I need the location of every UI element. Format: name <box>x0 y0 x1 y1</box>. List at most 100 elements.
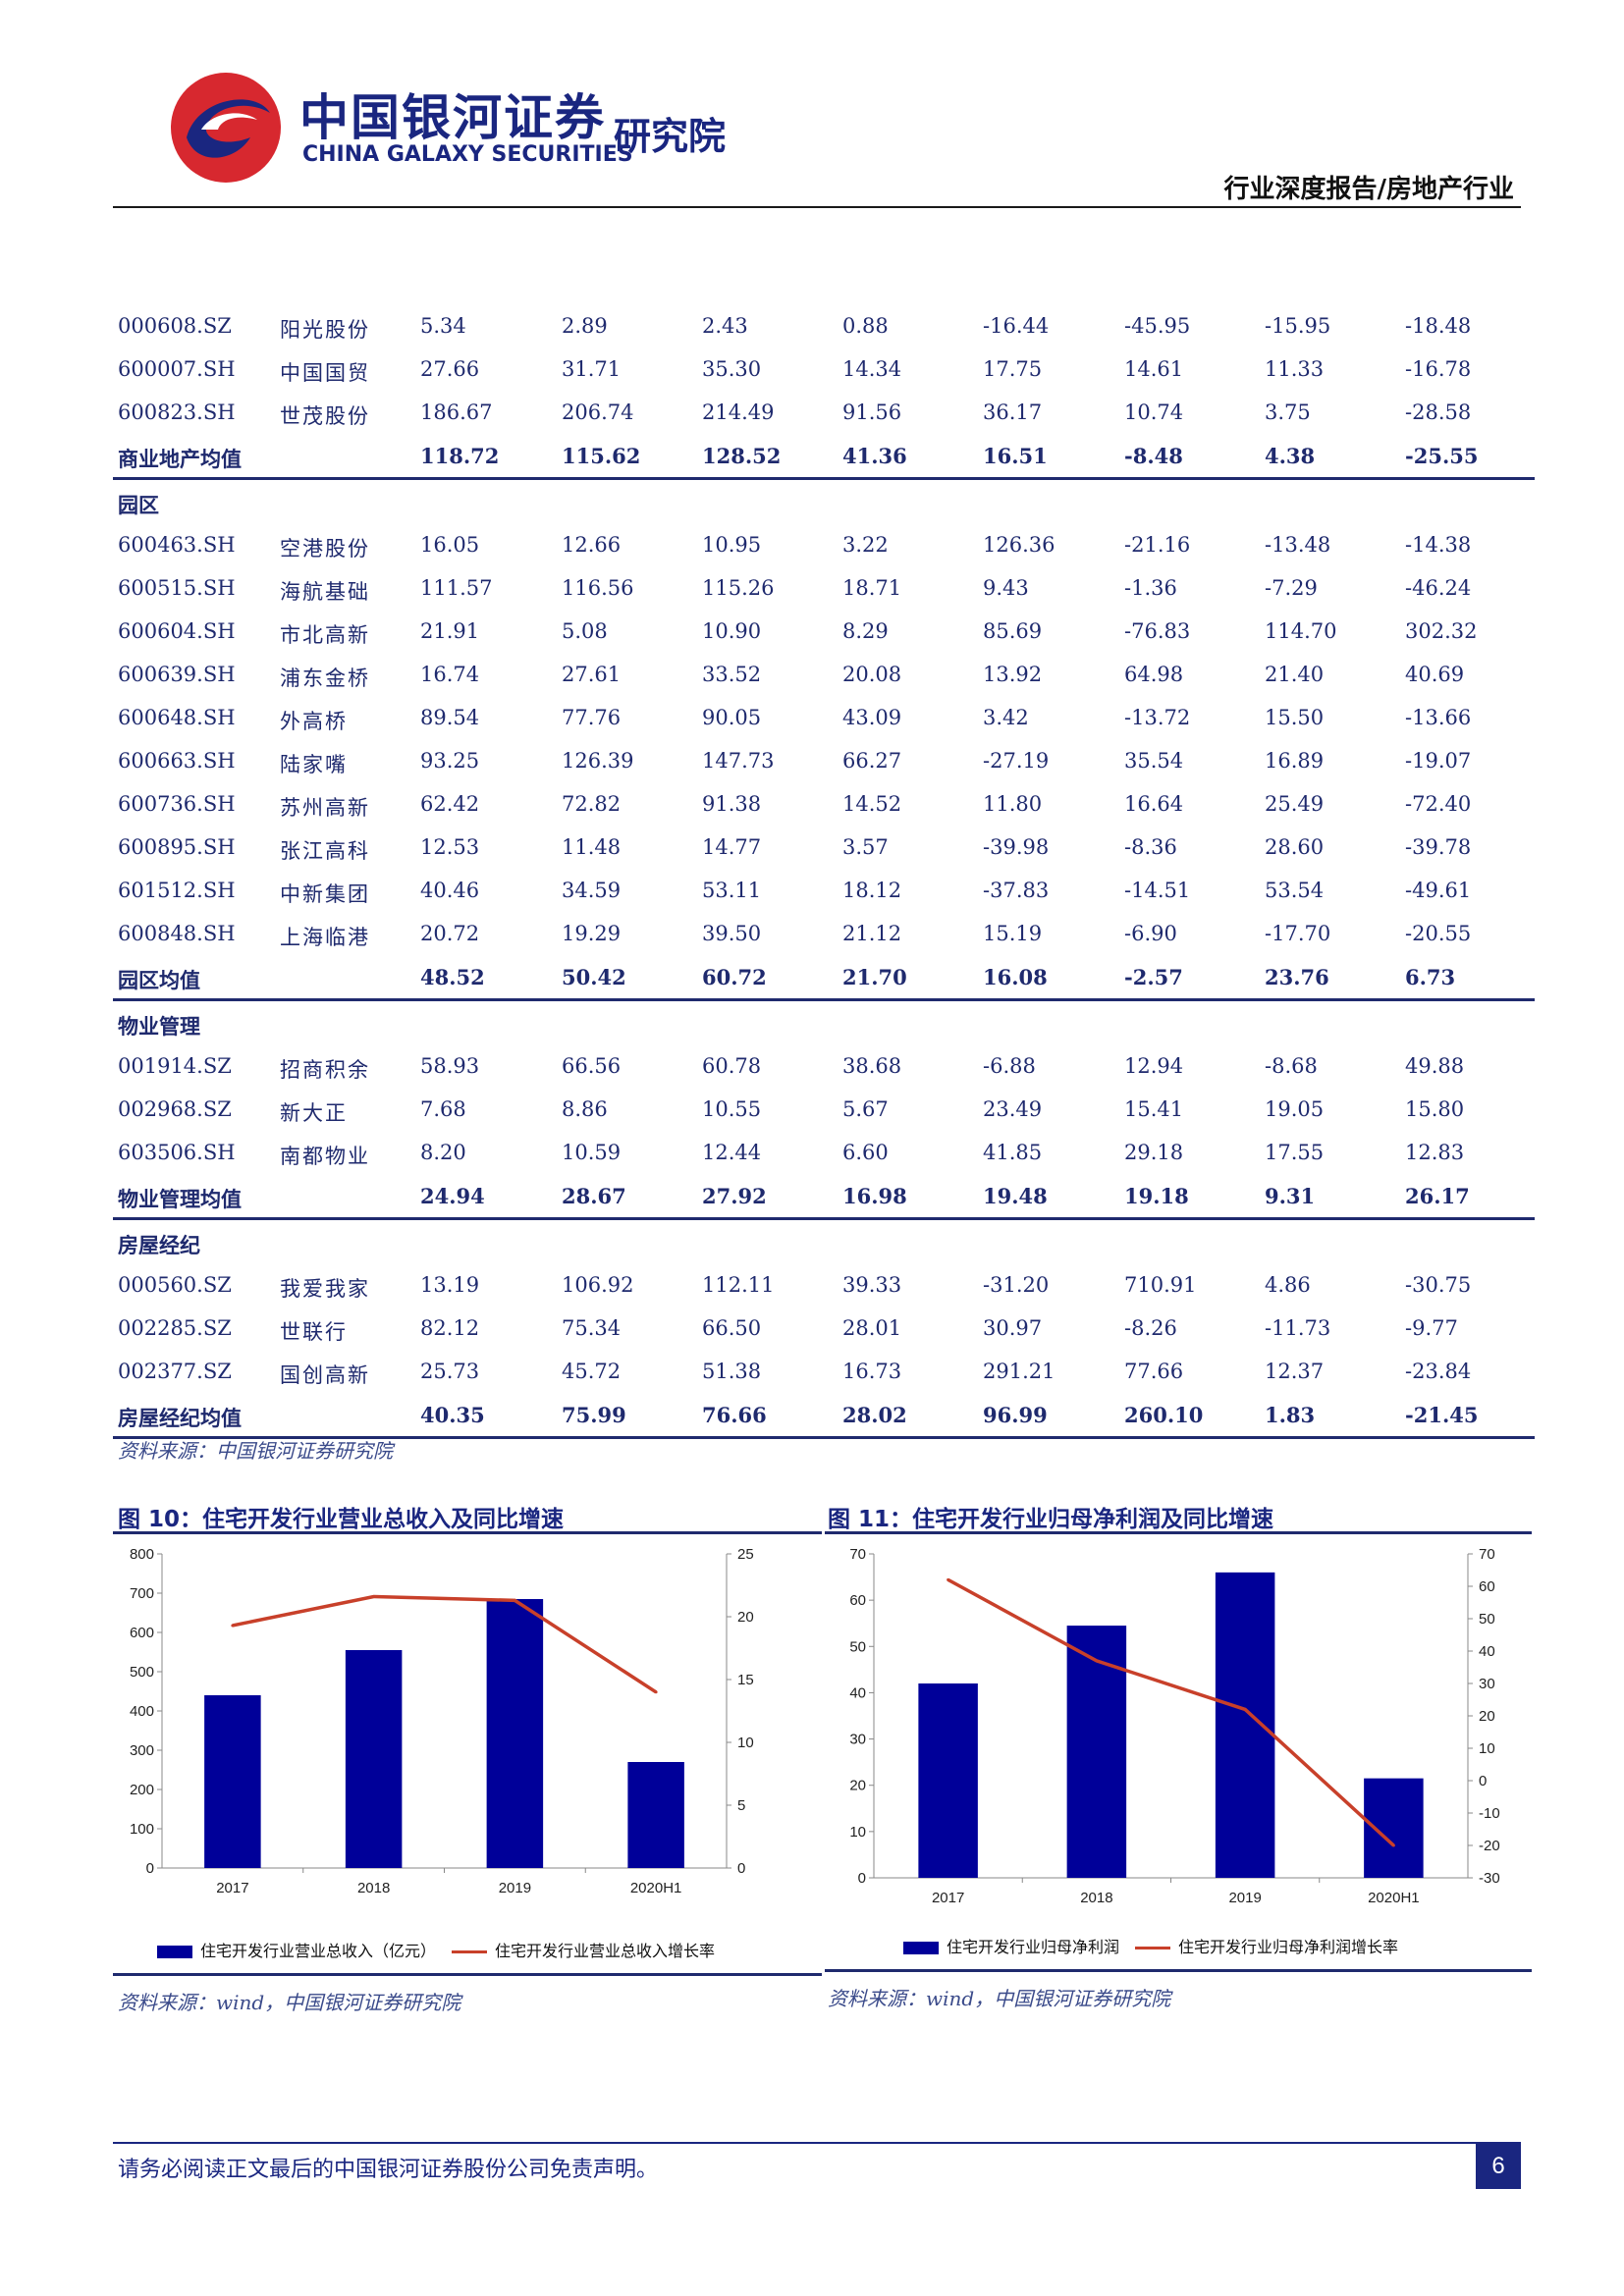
table-average-row: 商业地产均值 118.72 115.62 128.52 41.36 16.51 -8.48 4… <box>113 434 1535 480</box>
table-cell-value: 33.52 <box>702 663 762 686</box>
table-cell-name: 世联行 <box>280 1320 348 1344</box>
logo-chinese-name: 中国银河证券 <box>299 89 606 146</box>
table-cell-value: 17.55 <box>1265 1141 1325 1164</box>
table-cell-value: -20.55 <box>1405 922 1472 945</box>
x-tick-label: 2017 <box>932 1890 964 1906</box>
x-tick-label: 2019 <box>499 1880 531 1896</box>
table-cell-value: -8.36 <box>1124 835 1177 859</box>
line-point-2018 <box>1095 1659 1099 1663</box>
table-cell-value: 27.92 <box>702 1184 767 1208</box>
table-cell-code: 002377.SZ <box>118 1360 232 1383</box>
table-average-row: 园区均值 48.52 50.42 60.72 21.70 16.08 -2.57 23.76 6… <box>113 955 1535 1001</box>
table-row: 001914.SZ 招商积余 58.93 66.56 60.78 38.68 -6.88 12… <box>113 1044 1535 1088</box>
figure-10-chart: 0 100 200 300 400 500 600 700 800 0 5 10 15 20 25 2017 2… <box>130 1546 754 1896</box>
table-row: 600463.SH 空港股份 16.05 12.66 10.95 3.22 126.36 -2… <box>113 523 1535 566</box>
legend-bar-swatch <box>157 1946 192 1958</box>
table-cell-name: 中国国贸 <box>280 361 370 385</box>
table-cell-value: 23.76 <box>1265 965 1329 989</box>
report-type: 行业深度报告/房地产行业 <box>1223 175 1515 204</box>
table-cell-name: 阳光股份 <box>280 318 370 342</box>
table-cell-value: 8.20 <box>420 1141 466 1164</box>
table-cell-code: 600663.SH <box>118 749 236 773</box>
table-cell-value: -11.73 <box>1265 1316 1331 1340</box>
table-cell-value: 96.99 <box>983 1403 1048 1427</box>
left-tick-label: 20 <box>849 1778 866 1794</box>
table-cell-value: 75.99 <box>562 1403 626 1427</box>
page-number: 6 <box>1476 2144 1521 2189</box>
table-cell-value: 8.86 <box>562 1097 608 1121</box>
table-cell-value: 60.78 <box>702 1054 762 1078</box>
table-cell-name: 招商积余 <box>280 1058 370 1082</box>
table-cell-value: 15.19 <box>983 922 1043 945</box>
company-logo: 中国银河证券 CHINA GALAXY SECURITIES 研究院 <box>167 69 736 187</box>
table-cell-value: -14.51 <box>1124 879 1191 902</box>
left-tick-label: 10 <box>849 1824 866 1841</box>
table-cell-value: 12.53 <box>420 835 480 859</box>
figure-10-title-rule <box>113 1531 822 1534</box>
table-cell-value: 21.91 <box>420 619 480 643</box>
table-cell-value: 5.08 <box>562 619 608 643</box>
figure-11-legend: 住宅开发行业归母净利润 住宅开发行业归母净利润增长率 <box>903 1934 1398 1957</box>
table-cell-value: 41.85 <box>983 1141 1043 1164</box>
table-cell-value: 3.57 <box>842 835 889 859</box>
table-cell-value: 11.33 <box>1265 357 1325 381</box>
table-cell-value: 20.72 <box>420 922 480 945</box>
left-tick-label: 400 <box>130 1703 154 1720</box>
table-cell-code: 园区 <box>118 493 159 517</box>
table-cell-value: 111.57 <box>420 576 493 600</box>
table-cell-code: 物业管理 <box>118 1014 200 1039</box>
table-row: 600604.SH 市北高新 21.91 5.08 10.90 8.29 85.69 -76.… <box>113 610 1535 653</box>
legend-line-label: 住宅开发行业营业总收入增长率 <box>495 1942 716 1960</box>
table-cell-value: 4.38 <box>1265 444 1316 468</box>
table-cell-value: -21.45 <box>1405 1403 1479 1427</box>
table-cell-value: 16.64 <box>1124 792 1184 816</box>
table-cell-code: 600604.SH <box>118 619 236 643</box>
table-cell-value: -39.98 <box>983 835 1050 859</box>
table-cell-value: 4.86 <box>1265 1273 1311 1297</box>
table-cell-value: 62.42 <box>420 792 480 816</box>
right-tick-label: 10 <box>1479 1740 1495 1757</box>
figure-10-bottom-rule <box>113 1973 822 1976</box>
table-cell-value: -2.57 <box>1124 965 1183 989</box>
table-cell-value: 41.36 <box>842 444 907 468</box>
table-cell-value: -7.29 <box>1265 576 1318 600</box>
table-cell-value: -31.20 <box>983 1273 1050 1297</box>
right-tick-label: 5 <box>737 1797 745 1814</box>
right-tick-label: -10 <box>1479 1805 1500 1822</box>
table-cell-code: 600639.SH <box>118 663 236 686</box>
table-cell-value: 214.49 <box>702 400 775 424</box>
table-cell-value: 15.80 <box>1405 1097 1465 1121</box>
bar-2018 <box>345 1650 403 1868</box>
table-cell-value: 53.11 <box>702 879 762 902</box>
table-cell-value: 16.74 <box>420 663 480 686</box>
table-cell-code: 603506.SH <box>118 1141 236 1164</box>
table-cell-value: 206.74 <box>562 400 634 424</box>
table-cell-code: 600736.SH <box>118 792 236 816</box>
table-cell-value: 36.17 <box>983 400 1043 424</box>
table-cell-value: -8.68 <box>1265 1054 1318 1078</box>
left-tick-label: 800 <box>130 1546 154 1563</box>
table-cell-value: 10.59 <box>562 1141 622 1164</box>
table-cell-value: 26.17 <box>1405 1184 1470 1208</box>
table-cell-value: 15.41 <box>1124 1097 1184 1121</box>
line-point-2020H1 <box>654 1690 658 1694</box>
table-cell-value: 25.73 <box>420 1360 480 1383</box>
table-row: 600007.SH 中国国贸 27.66 31.71 35.30 14.34 17.75 14… <box>113 347 1535 391</box>
table-cell-value: 16.08 <box>983 965 1048 989</box>
table-cell-value: 115.62 <box>562 444 641 468</box>
x-tick-label: 2017 <box>216 1880 248 1896</box>
left-tick-label: 70 <box>849 1546 866 1563</box>
figure-11-title-rule <box>825 1531 1532 1534</box>
table-cell-value: 2.43 <box>702 314 748 338</box>
table-cell-value: 39.50 <box>702 922 762 945</box>
table-cell-value: 16.05 <box>420 533 480 557</box>
table-cell-value: 3.22 <box>842 533 889 557</box>
table-cell-value: 5.34 <box>420 314 466 338</box>
left-tick-label: 0 <box>858 1870 866 1887</box>
table-cell-value: -27.19 <box>983 749 1050 773</box>
right-tick-label: 20 <box>737 1609 754 1626</box>
right-tick-label: 10 <box>737 1735 754 1751</box>
table-cell-value: 24.94 <box>420 1184 485 1208</box>
table-row: 600823.SH 世茂股份 186.67 206.74 214.49 91.56 36.1… <box>113 391 1535 434</box>
table-cell-value: 16.73 <box>842 1360 902 1383</box>
